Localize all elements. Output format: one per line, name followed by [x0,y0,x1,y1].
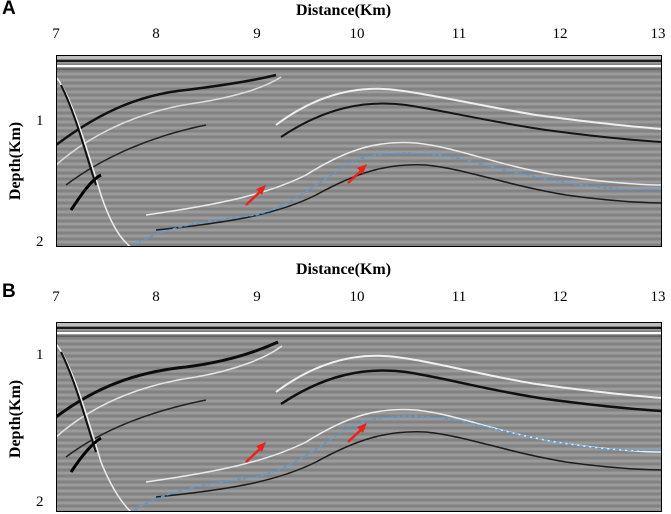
panel-a-xtick: 11 [451,26,467,42]
panel-a-xtick: 7 [52,26,60,42]
panel-a-xtick: 13 [650,26,666,42]
panel-a-seismic-section [56,55,662,247]
panel-b-ytick: 1 [36,347,44,363]
panel-b-xlabel: Distance(Km) [296,261,392,278]
panel-a-xlabel: Distance(Km) [296,2,392,19]
panel-a-letter: A [2,0,16,19]
panel-b-xtick: 9 [253,289,261,305]
panel-b-xtick: 12 [552,289,568,305]
panel-b-ylabel: Depth(Km) [7,379,24,459]
panel-a-xtick: 9 [253,26,261,42]
panel-b-letter: B [2,281,16,302]
panel-b-xtick: 10 [349,289,365,305]
panel-a-xtick: 10 [349,26,365,42]
panel-b-xtick: 8 [152,289,160,305]
panel-a-xtick: 8 [152,26,160,42]
panel-b-xtick: 7 [52,289,60,305]
panel-a-xtick: 12 [552,26,568,42]
panel-a-ytick: 2 [36,234,44,250]
panel-b-ytick: 2 [36,494,44,510]
panel-b-xtick: 11 [451,289,467,305]
panel-a-ylabel: Depth(Km) [7,121,24,201]
panel-b-xtick: 13 [650,289,666,305]
panel-b-seismic-section [56,322,662,512]
panel-a-ytick: 1 [36,113,44,129]
